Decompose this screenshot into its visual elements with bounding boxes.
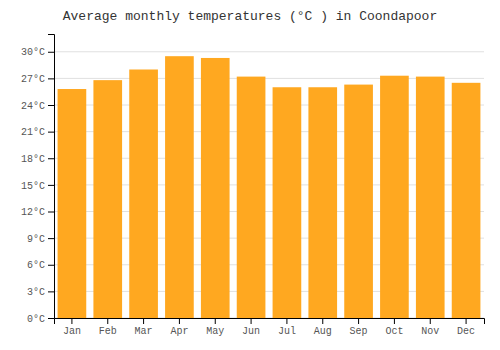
y-tick-label: 6°C <box>27 260 45 271</box>
x-tick-label: Sep <box>350 326 368 337</box>
y-tick-mark <box>48 52 54 53</box>
y-tick-label: 3°C <box>27 287 45 298</box>
grid-line <box>54 51 484 52</box>
x-tick: Nov <box>421 318 439 337</box>
y-axis: 0°C 3°C 6°C 9°C 12°C 15°C 18°C 21°C 24°C 27°C 30°C <box>21 35 55 325</box>
y-tick-mark <box>48 78 54 79</box>
x-tick-mark <box>466 318 467 324</box>
x-tick: Dec <box>457 318 475 337</box>
chart: Average monthly temperatures (°C ) in Co… <box>0 0 500 350</box>
x-tick: Aug <box>314 318 332 337</box>
x-tick-label: Jan <box>63 326 81 337</box>
y-tick: 24°C <box>21 101 54 112</box>
x-tick-mark <box>107 318 108 324</box>
x-tick-mark <box>251 318 252 324</box>
x-axis-line <box>55 319 485 325</box>
x-tick-mark <box>322 318 323 324</box>
x-tick-label: Oct <box>385 326 403 337</box>
y-tick-mark <box>48 265 54 266</box>
y-tick-label: 27°C <box>21 74 45 85</box>
x-tick-mark <box>430 318 431 324</box>
y-tick-mark <box>48 105 54 106</box>
y-tick: 30°C <box>21 47 54 58</box>
x-tick: Jul <box>278 318 296 337</box>
x-tick: Sep <box>350 318 368 337</box>
x-tick-label: May <box>206 326 224 337</box>
y-tick: 3°C <box>27 287 54 298</box>
x-tick-label: Aug <box>314 326 332 337</box>
y-tick-label: 30°C <box>21 47 45 58</box>
y-tick: 9°C <box>27 234 54 245</box>
y-tick-label: 12°C <box>21 207 45 218</box>
bar <box>344 85 373 318</box>
bar <box>273 87 302 318</box>
x-tick-label: Mar <box>135 326 153 337</box>
x-tick: Jan <box>63 318 81 337</box>
x-tick-label: Apr <box>170 326 188 337</box>
bar <box>165 56 194 318</box>
y-tick: 21°C <box>21 127 54 138</box>
x-tick: May <box>206 318 224 337</box>
bar <box>416 77 445 318</box>
y-tick: 0°C <box>27 314 54 325</box>
bar <box>380 76 409 318</box>
bar <box>201 58 230 318</box>
y-tick-label: 15°C <box>21 181 45 192</box>
x-tick-label: Jul <box>278 326 296 337</box>
x-tick-mark <box>215 318 216 324</box>
x-tick-label: Feb <box>99 326 117 337</box>
y-tick-label: 0°C <box>27 314 45 325</box>
y-tick: 6°C <box>27 260 54 271</box>
x-tick-mark <box>71 318 72 324</box>
x-tick: Apr <box>170 318 188 337</box>
plot: 0°C 3°C 6°C 9°C 12°C 15°C 18°C 21°C 24°C 27°C 30°C… <box>21 35 485 338</box>
y-tick-label: 9°C <box>27 234 45 245</box>
x-tick-mark <box>143 318 144 324</box>
y-tick: 15°C <box>21 181 54 192</box>
y-tick: 12°C <box>21 207 54 218</box>
y-tick-mark <box>48 318 54 319</box>
bar <box>452 83 481 318</box>
x-tick-label: Jun <box>242 326 260 337</box>
y-tick: 18°C <box>21 154 54 165</box>
x-tick: Mar <box>135 318 153 337</box>
x-axis: Jan Feb Mar Apr May Jun Jul Aug Sep Oct Nov Dec <box>55 318 485 337</box>
bar <box>129 70 158 319</box>
title: Average monthly temperatures (°C ) in Co… <box>63 9 437 24</box>
y-tick-mark <box>48 238 54 239</box>
x-tick-mark <box>394 318 395 324</box>
x-tick-label: Dec <box>457 326 475 337</box>
x-tick: Feb <box>99 318 117 337</box>
x-tick: Jun <box>242 318 260 337</box>
bar <box>237 77 266 318</box>
y-tick-mark <box>48 158 54 159</box>
x-tick-mark <box>286 318 287 324</box>
x-tick-label: Nov <box>421 326 439 337</box>
y-tick-label: 18°C <box>21 154 45 165</box>
x-tick-mark <box>358 318 359 324</box>
y-tick-label: 21°C <box>21 127 45 138</box>
y-axis-line <box>48 35 55 319</box>
x-tick: Oct <box>385 318 403 337</box>
bar <box>308 87 337 318</box>
y-tick-mark <box>48 212 54 213</box>
bar <box>93 80 122 318</box>
x-tick-mark <box>179 318 180 324</box>
bars <box>58 56 481 318</box>
y-tick-mark <box>48 185 54 186</box>
y-tick-mark <box>48 291 54 292</box>
grid <box>54 52 484 318</box>
bar <box>58 89 87 318</box>
y-tick-label: 24°C <box>21 101 45 112</box>
y-tick: 27°C <box>21 74 54 85</box>
y-tick-mark <box>48 132 54 133</box>
